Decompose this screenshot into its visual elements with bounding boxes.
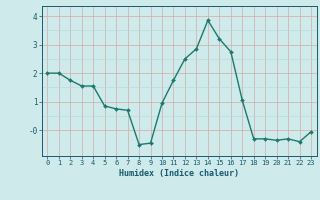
X-axis label: Humidex (Indice chaleur): Humidex (Indice chaleur) (119, 169, 239, 178)
